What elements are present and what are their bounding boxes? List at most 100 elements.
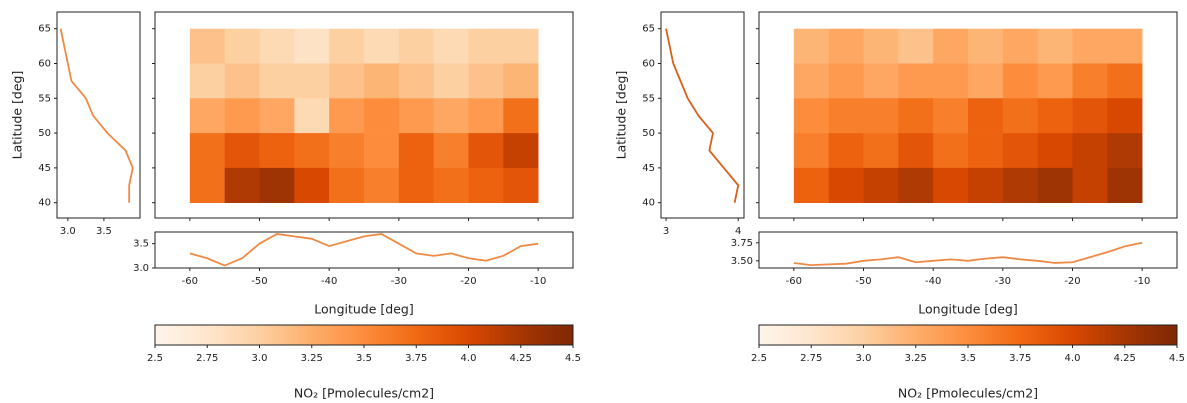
heat-cell — [189, 28, 225, 64]
colorbar-tick-label: 4.25 — [510, 353, 532, 364]
heat-cell — [1107, 133, 1143, 169]
heat-cell — [224, 98, 260, 134]
colorbar-tick-label: 2.5 — [751, 353, 767, 364]
lat-profile-x-tick-label: 3 — [663, 226, 669, 237]
map-frame — [154, 11, 574, 219]
heat-cell — [1072, 98, 1108, 134]
heat-cell — [793, 28, 829, 64]
heat-cell — [294, 98, 330, 134]
lat-profile-line — [665, 28, 740, 203]
x-tick-label: -30 — [391, 276, 407, 287]
heat-cell — [933, 28, 969, 64]
y-tick-label: 55 — [38, 93, 51, 104]
heat-cell — [863, 167, 899, 203]
map-frame — [758, 11, 1178, 219]
colorbar-tick-label: 4.5 — [565, 353, 581, 364]
y-tick-label: 40 — [642, 198, 655, 209]
heat-cell — [1037, 167, 1073, 203]
heat-cell — [224, 133, 260, 169]
heat-cell — [294, 133, 330, 169]
heat-cell — [433, 28, 469, 64]
heat-cell — [1002, 133, 1038, 169]
lat-profile-x-tick-label: 3.5 — [96, 226, 112, 237]
colorbar-tick-label: 4.5 — [1169, 353, 1185, 364]
heat-cell — [968, 63, 1004, 99]
x-tick-label: -50 — [251, 276, 267, 287]
y-tick-label: 50 — [642, 128, 655, 139]
heat-cell — [259, 28, 295, 64]
lat-profile-x-tick-label: 3.0 — [60, 226, 76, 237]
heat-cell — [503, 133, 539, 169]
heat-cell — [933, 98, 969, 134]
heat-cell — [259, 167, 295, 203]
lat-profile-x-tick-label: 4 — [735, 226, 741, 237]
y-tick-label: 50 — [38, 128, 51, 139]
heat-cell — [503, 28, 539, 64]
y-tick-label: 60 — [38, 59, 51, 70]
lon-profile-y-tick-label: 3.0 — [133, 263, 149, 274]
x-tick-label: -40 — [925, 276, 941, 287]
heat-cell — [189, 133, 225, 169]
colorbar — [758, 324, 1178, 346]
heat-cell — [294, 63, 330, 99]
lon-profile-y-tick-label: 3.75 — [731, 238, 753, 249]
heat-cell — [259, 133, 295, 169]
colorbar-label: NO₂ [Pmolecules/cm2] — [898, 386, 1038, 401]
x-tick-label: -10 — [530, 276, 546, 287]
colorbar-tick-label: 3.0 — [856, 353, 872, 364]
heat-cell — [1107, 28, 1143, 64]
heat-cell — [828, 98, 864, 134]
y-tick-label: 55 — [642, 93, 655, 104]
heat-cell — [503, 63, 539, 99]
heat-cell — [1072, 133, 1108, 169]
heat-cell — [793, 63, 829, 99]
heat-cell — [259, 63, 295, 99]
colorbar-tick-label: 3.75 — [405, 353, 427, 364]
colorbar-tick-label: 2.75 — [800, 353, 822, 364]
heat-cell — [468, 63, 504, 99]
heat-cell — [863, 98, 899, 134]
colorbar-tick-label: 3.25 — [301, 353, 323, 364]
lon-profile-frame — [154, 231, 574, 269]
heat-cell — [1002, 167, 1038, 203]
heat-cell — [294, 28, 330, 64]
colorbar-tick-label: 2.5 — [147, 353, 163, 364]
heat-cell — [863, 133, 899, 169]
lon-profile-line — [189, 233, 539, 267]
heat-cell — [898, 133, 934, 169]
y-tick-label: 65 — [642, 24, 655, 35]
lat-profile-frame — [660, 11, 745, 219]
heat-cell — [793, 98, 829, 134]
heat-cell — [294, 167, 330, 203]
heat-cell — [828, 133, 864, 169]
heat-cell — [398, 63, 434, 99]
heat-cell — [933, 167, 969, 203]
heat-cell — [1107, 63, 1143, 99]
heat-cell — [1107, 167, 1143, 203]
colorbar-tick-label: 3.5 — [356, 353, 372, 364]
y-axis-label: Latitude [deg] — [10, 71, 25, 160]
x-tick-label: -60 — [182, 276, 198, 287]
heat-cell — [898, 28, 934, 64]
colorbar-tick-label: 2.75 — [196, 353, 218, 364]
heat-cell — [1037, 28, 1073, 64]
heat-cell — [433, 133, 469, 169]
heat-cell — [329, 28, 365, 64]
heat-cell — [933, 63, 969, 99]
heat-cell — [863, 28, 899, 64]
colorbar-tick-label: 4.0 — [1065, 353, 1081, 364]
heat-cell — [828, 28, 864, 64]
x-tick-label: -10 — [1134, 276, 1150, 287]
colorbar-tick-label: 3.0 — [252, 353, 268, 364]
lon-profile-line — [793, 241, 1143, 267]
heat-cell — [968, 28, 1004, 64]
heat-cell — [898, 63, 934, 99]
heat-cell — [1037, 133, 1073, 169]
heat-cell — [329, 98, 365, 134]
x-tick-label: -40 — [321, 276, 337, 287]
y-tick-label: 65 — [38, 24, 51, 35]
heat-cell — [189, 98, 225, 134]
heat-cell — [364, 98, 400, 134]
heat-cell — [793, 167, 829, 203]
